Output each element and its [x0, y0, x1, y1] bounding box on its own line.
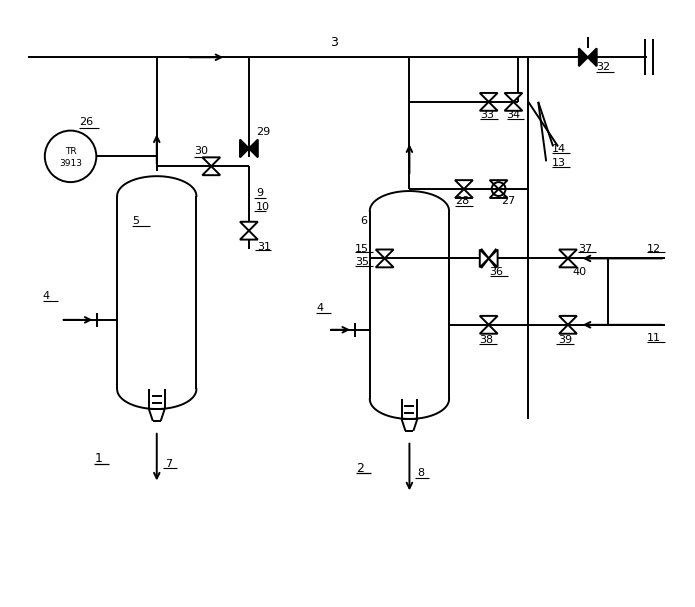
Polygon shape	[202, 157, 220, 166]
Polygon shape	[559, 325, 577, 334]
Polygon shape	[249, 140, 258, 157]
Polygon shape	[489, 249, 498, 267]
Text: 33: 33	[480, 110, 493, 120]
Text: 4: 4	[43, 291, 50, 301]
Text: 37: 37	[578, 243, 592, 254]
Text: 14: 14	[552, 144, 566, 154]
Polygon shape	[480, 316, 498, 325]
Text: 30: 30	[195, 146, 208, 157]
Text: 11: 11	[647, 333, 661, 343]
Text: TR: TR	[65, 147, 76, 156]
Polygon shape	[588, 49, 597, 66]
Text: 40: 40	[573, 267, 587, 277]
Polygon shape	[480, 93, 498, 102]
Text: 4: 4	[316, 303, 323, 313]
Text: 6: 6	[360, 215, 367, 226]
Text: 3913: 3913	[59, 159, 82, 168]
Text: 28: 28	[455, 196, 469, 206]
Polygon shape	[240, 231, 258, 240]
Polygon shape	[480, 102, 498, 111]
Text: 7: 7	[165, 458, 172, 469]
Text: 36: 36	[490, 267, 504, 277]
Polygon shape	[505, 102, 523, 111]
Text: 26: 26	[79, 117, 94, 127]
Text: 27: 27	[502, 196, 516, 206]
Text: 8: 8	[418, 469, 425, 478]
Text: 15: 15	[355, 243, 369, 254]
Text: 5: 5	[132, 215, 139, 226]
Polygon shape	[559, 259, 577, 267]
Polygon shape	[480, 249, 489, 267]
Text: 38: 38	[479, 334, 493, 345]
Text: 10: 10	[256, 202, 270, 212]
Text: 3: 3	[330, 36, 338, 49]
Polygon shape	[202, 166, 220, 175]
Text: 34: 34	[507, 110, 521, 120]
Polygon shape	[579, 49, 588, 66]
Text: 1: 1	[95, 452, 102, 465]
Text: 39: 39	[558, 334, 572, 345]
Polygon shape	[240, 140, 249, 157]
Polygon shape	[455, 189, 473, 198]
Polygon shape	[480, 325, 498, 334]
Text: 35: 35	[355, 257, 369, 267]
Polygon shape	[455, 180, 473, 189]
Polygon shape	[490, 189, 507, 198]
Polygon shape	[490, 180, 507, 189]
Polygon shape	[505, 93, 523, 102]
Polygon shape	[559, 316, 577, 325]
Polygon shape	[559, 249, 577, 259]
Polygon shape	[240, 222, 258, 231]
Text: 2: 2	[356, 462, 363, 475]
Polygon shape	[376, 249, 393, 259]
Text: 9: 9	[256, 188, 263, 198]
Text: 13: 13	[552, 158, 566, 168]
Text: 29: 29	[256, 127, 270, 137]
Text: 31: 31	[257, 242, 271, 251]
Text: 12: 12	[647, 243, 662, 254]
Polygon shape	[376, 259, 393, 267]
Text: 32: 32	[596, 62, 610, 72]
